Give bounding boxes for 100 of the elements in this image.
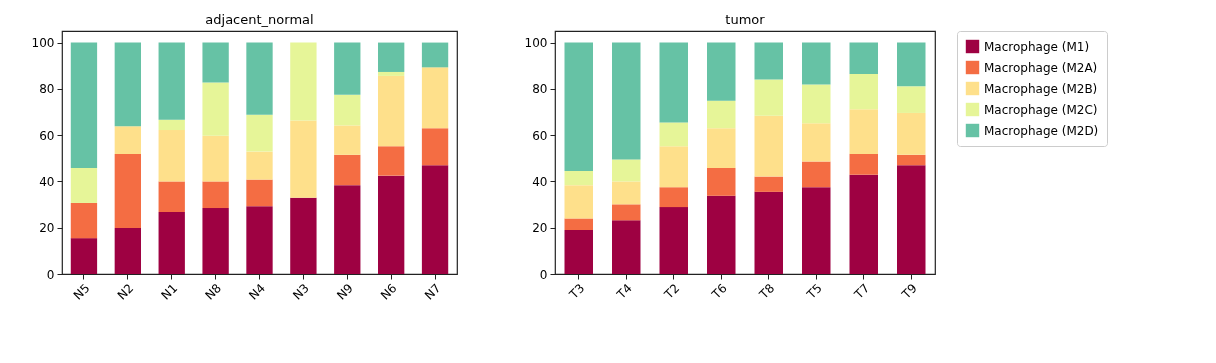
bar (897, 154, 926, 166)
y-tick-label: 0 (46, 267, 55, 282)
x-tick-label: N8 (202, 281, 225, 303)
bar (564, 42, 593, 172)
bar (849, 42, 878, 75)
legend-label: Macrophage (M2D) (984, 123, 1099, 138)
bar (802, 123, 831, 162)
bar (290, 120, 317, 198)
bar (334, 94, 361, 126)
bar (246, 42, 273, 115)
bar (378, 175, 405, 274)
bar (378, 42, 405, 72)
bar (246, 151, 273, 180)
bar (612, 159, 641, 182)
bar (70, 202, 98, 239)
bar (70, 42, 98, 169)
bar (158, 211, 185, 274)
x-tick-label: T4 (613, 281, 635, 303)
chart-title: adjacent_normal (205, 12, 314, 27)
y-tick-label: 80 (39, 82, 55, 97)
bar (897, 112, 926, 155)
bar (114, 153, 141, 228)
bar (897, 165, 926, 274)
bar (114, 42, 141, 127)
bar (849, 109, 878, 154)
y-tick-label: 80 (532, 82, 548, 97)
bar (421, 165, 449, 274)
bar (849, 153, 878, 175)
bar (202, 42, 229, 83)
bar (202, 82, 229, 136)
bar (754, 42, 783, 80)
x-tick-label: N9 (334, 281, 356, 303)
bar (802, 84, 831, 124)
bar (897, 42, 926, 87)
bar (707, 100, 736, 129)
bar (158, 42, 185, 120)
x-tick-label: T7 (851, 281, 873, 303)
x-tick-label: N2 (114, 281, 137, 303)
bar (114, 126, 141, 154)
bar (659, 146, 688, 188)
bar (114, 227, 141, 274)
bar (707, 195, 736, 274)
bar (564, 230, 593, 274)
x-tick-label: N7 (421, 281, 444, 303)
bar (564, 218, 593, 231)
y-tick-label: 20 (39, 221, 55, 236)
x-tick-label: N3 (290, 281, 312, 303)
bar (659, 207, 688, 274)
bar (334, 42, 361, 95)
bar (246, 206, 273, 274)
bar (378, 75, 405, 147)
bar (158, 181, 185, 212)
x-tick-label: T5 (803, 281, 825, 303)
legend-label: Macrophage (M2A) (984, 60, 1098, 75)
x-tick-label: N6 (378, 281, 400, 303)
x-tick-label: T2 (661, 281, 683, 303)
bar (421, 128, 449, 166)
x-tick-label: T9 (898, 281, 920, 303)
bar (612, 42, 641, 160)
bar (246, 114, 273, 152)
x-tick-label: T8 (756, 281, 778, 303)
legend-label: Macrophage (M2C) (984, 102, 1098, 117)
chart-title: tumor (725, 11, 766, 27)
bar (246, 179, 273, 207)
bar (754, 79, 783, 116)
bar (564, 185, 593, 219)
bar (202, 208, 229, 274)
y-tick-label: 20 (532, 221, 548, 236)
bar (802, 187, 831, 274)
legend-label: Macrophage (M1) (984, 39, 1090, 54)
bar (378, 71, 405, 76)
bar (290, 42, 317, 121)
bar (707, 128, 736, 169)
x-tick-label: N4 (246, 281, 268, 303)
bar (158, 130, 185, 182)
bar (849, 174, 878, 274)
bar (421, 42, 449, 68)
bar (202, 135, 229, 182)
legend-label: Macrophage (M2B) (984, 81, 1098, 96)
bar (421, 67, 449, 129)
bar (707, 168, 736, 196)
y-tick-label: 100 (31, 36, 55, 51)
bar (70, 168, 98, 203)
y-tick-label: 60 (39, 128, 55, 143)
bar (612, 204, 641, 221)
bar (659, 122, 688, 147)
y-tick-label: 60 (532, 128, 548, 143)
y-tick-label: 100 (524, 36, 548, 51)
bar (897, 86, 926, 113)
x-tick-label: T6 (708, 281, 730, 303)
y-tick-label: 40 (39, 174, 55, 189)
bar (612, 181, 641, 205)
x-tick-label: N1 (158, 281, 181, 303)
bar (802, 161, 831, 188)
bar (659, 42, 688, 123)
y-tick-label: 0 (539, 267, 548, 282)
bar (158, 119, 185, 131)
bar (564, 171, 593, 186)
bar (707, 42, 736, 101)
x-tick-label: N5 (70, 281, 93, 303)
